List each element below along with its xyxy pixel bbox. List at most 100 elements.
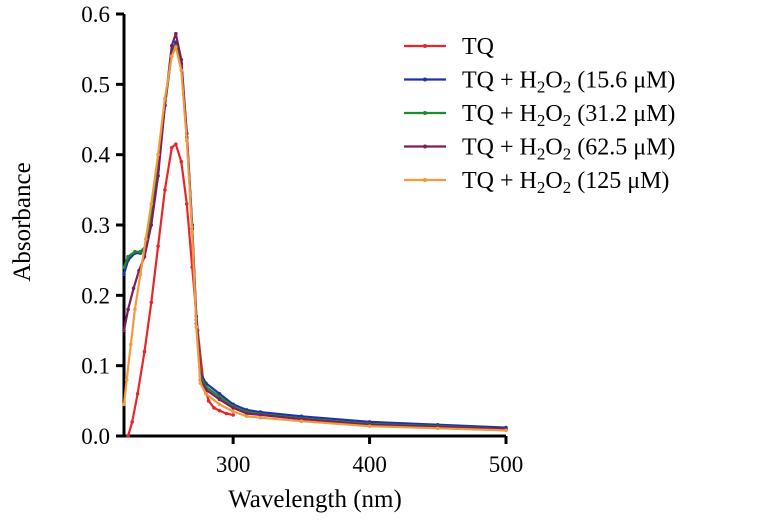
data-point (129, 342, 133, 347)
data-point (174, 142, 178, 146)
legend-label: TQ + H2O2 (31.2 μM) (462, 101, 675, 130)
series-line (122, 45, 507, 432)
series-2 (122, 43, 508, 431)
legend-label-subscript: 2 (537, 145, 546, 164)
data-point (184, 138, 189, 143)
data-point (144, 237, 148, 241)
data-point (122, 272, 126, 277)
legend-label: TQ (462, 34, 494, 60)
data-point (122, 402, 126, 407)
data-point (156, 244, 160, 248)
legend-label-text: O (545, 135, 562, 161)
data-point (367, 424, 372, 428)
legend-label-subscript: 2 (537, 111, 546, 130)
data-point (131, 286, 136, 291)
series-line (122, 44, 507, 431)
legend-marker (423, 144, 427, 149)
y-tick-label: 0.2 (81, 283, 110, 308)
series-line (122, 32, 507, 431)
legend-label-text: O (545, 101, 562, 127)
legend-item: TQ + H2O2 (31.2 μM) (404, 101, 675, 130)
data-point (212, 406, 216, 410)
data-point (179, 57, 184, 62)
data-point (206, 399, 211, 403)
data-point (217, 402, 222, 407)
y-ticks: 0.0 0.1 0.2 0.3 0.4 0.5 0.6 (81, 2, 124, 449)
legend-item: TQ + H2O2 (125 μM) (404, 168, 669, 197)
legend-marker (423, 111, 427, 115)
data-point (179, 68, 184, 73)
y-tick-label: 0.3 (81, 213, 110, 238)
data-point (169, 54, 174, 58)
data-point (204, 392, 208, 396)
x-axis-title: Wavelength (nm) (228, 486, 402, 513)
series-3 (122, 31, 508, 431)
data-point (122, 265, 126, 270)
data-point (138, 272, 143, 277)
legend-label-text: (62.5 μM) (571, 135, 675, 161)
data-point (126, 254, 130, 259)
x-tick-label: 500 (489, 452, 524, 477)
legend-label: TQ + H2O2 (125 μM) (462, 168, 669, 197)
data-point (133, 307, 137, 312)
data-point (142, 349, 147, 354)
series-1 (122, 40, 508, 430)
y-tick-label: 0.4 (81, 143, 110, 168)
data-point (299, 419, 304, 424)
data-point (198, 381, 203, 386)
legend-label-text: (31.2 μM) (571, 101, 675, 127)
data-point (163, 188, 167, 192)
data-point (231, 413, 235, 417)
data-point (174, 31, 178, 36)
y-tick-label: 0.1 (81, 354, 110, 379)
legend-label-text: TQ + H (462, 101, 537, 127)
data-point (156, 152, 160, 157)
data-point (184, 202, 189, 206)
legend-item: TQ + H2O2 (62.5 μM) (404, 135, 675, 164)
y-tick-label: 0.0 (81, 424, 110, 449)
legend-label-text: TQ + H (462, 168, 537, 194)
data-point (130, 420, 134, 424)
legend-marker (423, 77, 427, 82)
data-point (122, 328, 126, 333)
legend-label-text: TQ + H (462, 68, 537, 94)
plot-area: 0.0 0.1 0.2 0.3 0.4 0.5 0.6 300 400 500 (81, 2, 523, 477)
legend-label-text: O (545, 168, 562, 194)
data-point (244, 411, 249, 416)
data-point (504, 428, 508, 433)
legend-label-text: TQ (462, 34, 494, 60)
data-point (217, 408, 222, 413)
legend-marker (423, 44, 427, 48)
data-point (217, 397, 222, 402)
legend-label-subscript: 2 (537, 78, 546, 97)
data-point (190, 230, 195, 234)
data-point (126, 307, 130, 312)
legend-label-text: O (545, 68, 562, 94)
data-point (179, 159, 184, 164)
legend-label-subscript: 2 (563, 78, 572, 97)
data-point (258, 415, 263, 420)
legend-item: TQ + H2O2 (15.6 μM) (404, 68, 675, 97)
data-point (169, 145, 174, 150)
x-tick-label: 400 (352, 452, 387, 477)
series-4 (122, 45, 508, 433)
data-point (174, 45, 178, 49)
data-point (194, 325, 199, 329)
legend-item: TQ (404, 34, 494, 60)
data-point (244, 414, 249, 419)
x-tick-label: 300 (216, 452, 251, 477)
y-axis-title: Absorbance (9, 162, 36, 281)
legend-label-subscript: 2 (563, 111, 572, 130)
data-point (149, 202, 154, 206)
x-ticks: 300 400 500 (216, 436, 523, 477)
data-point (133, 249, 137, 254)
data-point (224, 411, 229, 416)
legend-label: TQ + H2O2 (15.6 μM) (462, 68, 675, 97)
series-line (122, 40, 507, 429)
data-point (231, 409, 235, 414)
legend-marker (423, 178, 427, 182)
data-point (135, 392, 140, 396)
legend-label-text: (15.6 μM) (571, 68, 675, 94)
